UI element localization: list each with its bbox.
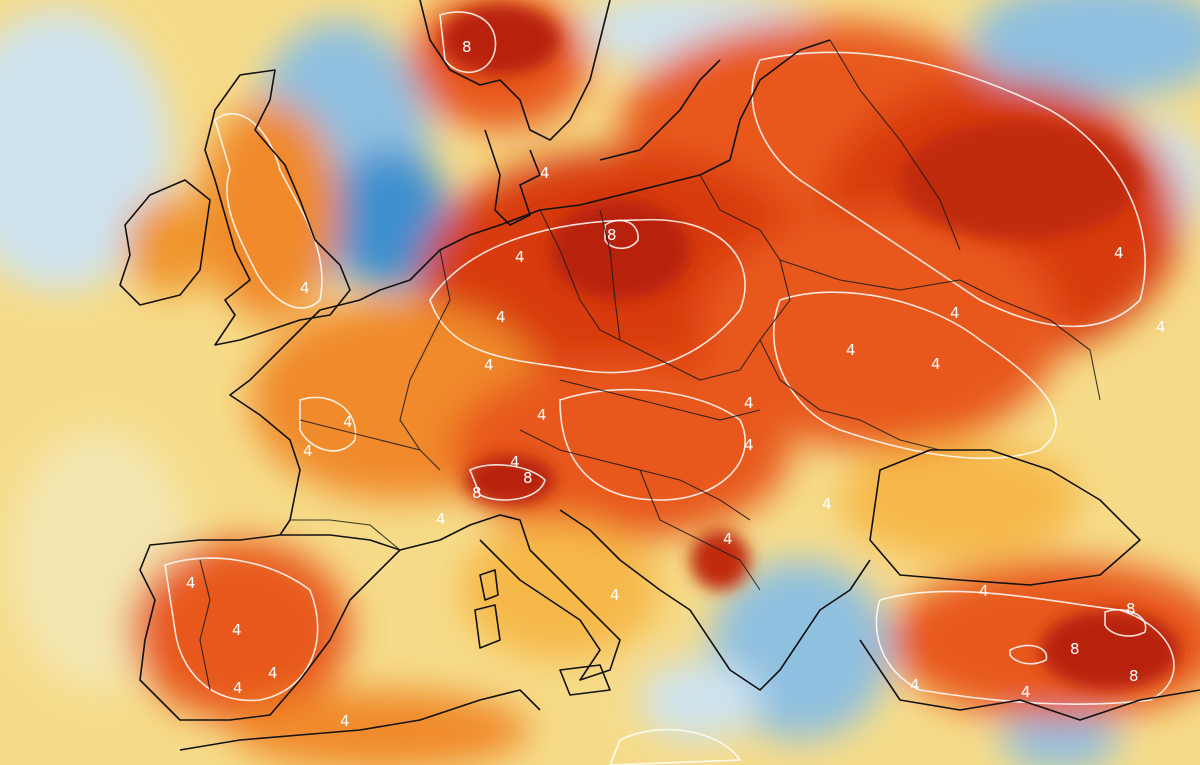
contour-lines: [164, 11, 1175, 765]
contour-value-label: 8: [472, 484, 482, 502]
contour-value-label: 4: [510, 453, 520, 471]
contour-value-label: 8: [462, 38, 472, 56]
contour-value-label: 4: [1114, 244, 1124, 262]
contour-value-label: 4: [744, 394, 754, 412]
contour-value-label: 4: [610, 586, 620, 604]
contour-value-label: 4: [303, 442, 313, 460]
contour-value-label: 4: [186, 574, 196, 592]
national-borders: [199, 39, 1101, 691]
contour-value-label: 4: [340, 712, 350, 730]
contour-value-label: 4: [484, 356, 494, 374]
contour-value-label: 4: [537, 406, 547, 424]
contour-value-label: 4: [979, 582, 989, 600]
contour-value-label: 4: [822, 495, 832, 513]
contour-value-label: 4: [846, 341, 856, 359]
contour-value-label: 4: [1021, 683, 1031, 701]
contour-value-label: 8: [607, 226, 617, 244]
contour-value-label: 4: [233, 679, 243, 697]
contour-value-label: 4: [723, 530, 733, 548]
contour-value-label: 4: [540, 164, 550, 182]
contour-value-label: 4: [950, 304, 960, 322]
contour-value-label: 8: [523, 469, 533, 487]
contour-value-label: 4: [268, 664, 278, 682]
contour-value-label: 8: [1070, 640, 1080, 658]
contour-value-label: 4: [931, 355, 941, 373]
contour-value-label: 4: [744, 436, 754, 454]
contour-value-label: 4: [496, 308, 506, 326]
contour-value-label: 4: [515, 248, 525, 266]
contour-value-label: 4: [343, 413, 353, 431]
contour-value-label: 4: [436, 510, 446, 528]
contour-value-label: 4: [910, 676, 920, 694]
contour-value-label: 4: [1156, 318, 1166, 336]
contour-value-label: 8: [1129, 667, 1139, 685]
contour-value-label: 4: [300, 279, 310, 297]
contour-value-label: 4: [232, 621, 242, 639]
contour-value-label: 8: [1126, 600, 1136, 618]
coastlines: [119, 0, 1200, 751]
